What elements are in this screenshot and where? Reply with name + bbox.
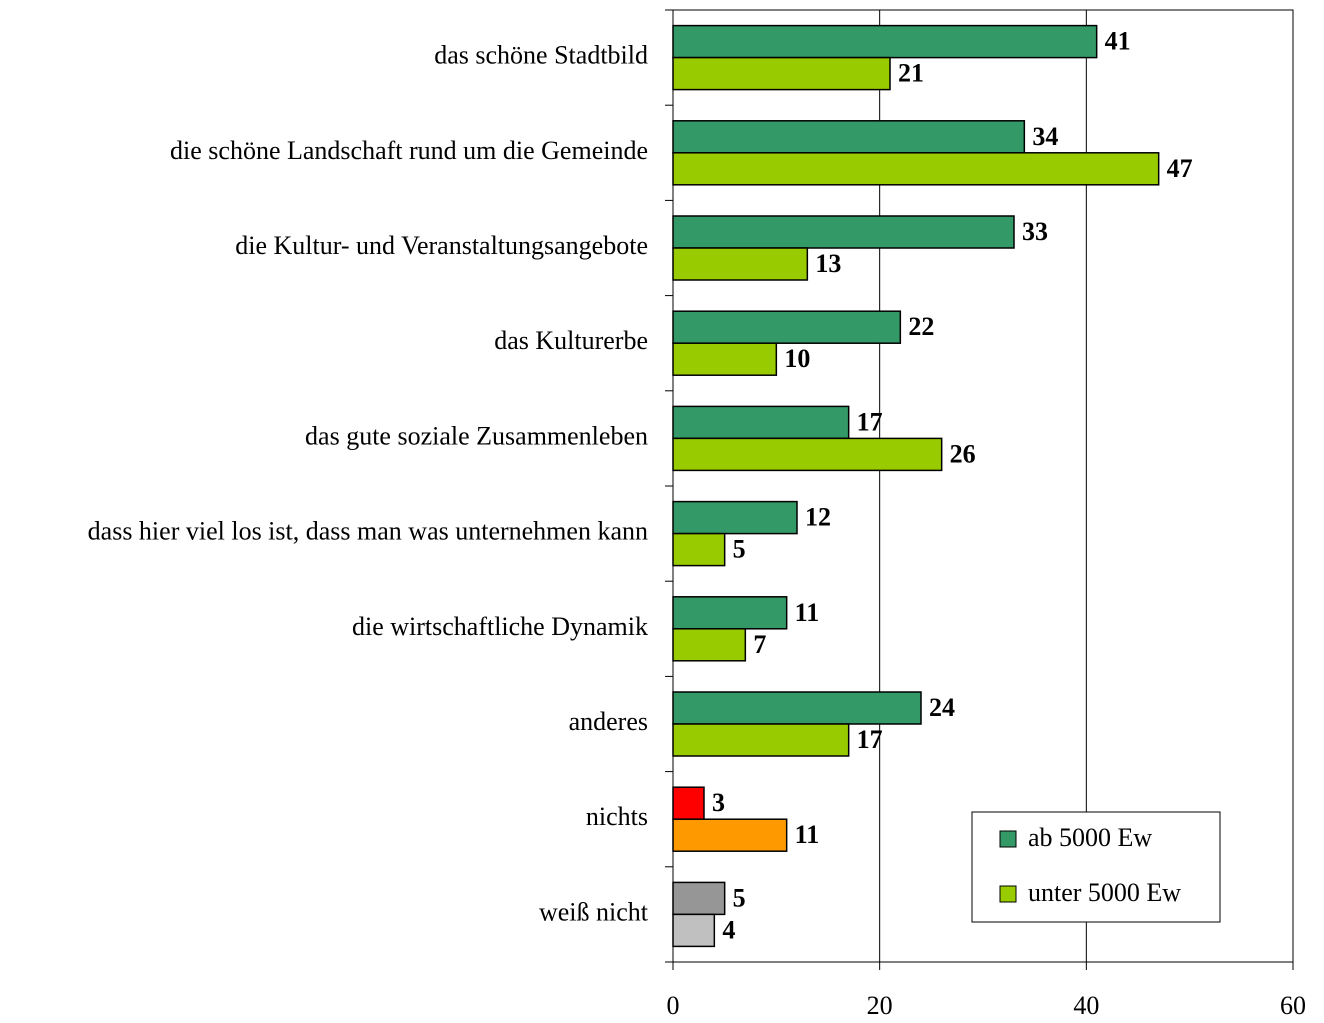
- value-label: 11: [795, 820, 820, 849]
- category-label: das gute soziale Zusammenleben: [305, 421, 648, 450]
- category-label: anderes: [569, 707, 648, 736]
- value-label: 47: [1167, 154, 1193, 183]
- value-label: 11: [795, 598, 820, 627]
- legend-swatch: [999, 830, 1017, 848]
- value-label: 34: [1032, 122, 1058, 151]
- category-label: die wirtschaftliche Dynamik: [352, 612, 648, 641]
- bar: [672, 913, 716, 948]
- bar: [672, 405, 850, 440]
- legend-label: unter 5000 Ew: [1028, 878, 1181, 907]
- value-label: 13: [815, 249, 841, 278]
- bar: [672, 818, 788, 852]
- value-label: 5: [733, 883, 746, 912]
- value-label: 12: [805, 503, 831, 532]
- bar: [672, 24, 1098, 59]
- value-label: 33: [1022, 217, 1048, 246]
- bar: [672, 786, 705, 820]
- category-label: weiß nicht: [539, 897, 649, 926]
- bar: [672, 628, 747, 662]
- value-label: 3: [712, 788, 725, 817]
- category-label: nichts: [586, 802, 648, 831]
- category-label: die Kultur- und Veranstaltungsangebote: [235, 231, 648, 260]
- bar: [672, 596, 788, 630]
- bar: [672, 723, 850, 757]
- bar: [672, 215, 1015, 249]
- value-label: 21: [898, 59, 924, 88]
- bar: [672, 691, 922, 725]
- value-label: 10: [784, 344, 810, 373]
- bar: [672, 152, 1160, 186]
- legend-swatch: [999, 885, 1017, 903]
- value-label: 7: [753, 630, 766, 659]
- value-label: 4: [722, 915, 735, 944]
- bar: [672, 310, 902, 344]
- bar: [672, 247, 809, 281]
- value-label: 24: [929, 693, 955, 722]
- category-label: die schöne Landschaft rund um die Gemein…: [170, 136, 648, 165]
- x-tick-label: 0: [667, 991, 680, 1020]
- bar: [672, 532, 726, 567]
- bar: [672, 881, 726, 916]
- x-tick-label: 20: [867, 991, 893, 1020]
- category-label: das schöne Stadtbild: [434, 41, 648, 70]
- value-label: 41: [1105, 27, 1131, 56]
- bar: [672, 342, 778, 376]
- x-tick-label: 40: [1073, 991, 1099, 1020]
- bar: [672, 437, 943, 472]
- value-label: 26: [950, 439, 976, 468]
- x-tick-label: 60: [1280, 991, 1306, 1020]
- bar: [672, 56, 891, 91]
- value-label: 17: [857, 407, 883, 436]
- legend-box: [971, 811, 1221, 923]
- value-label: 17: [857, 725, 883, 754]
- value-label: 5: [733, 535, 746, 564]
- category-label: dass hier viel los ist, dass man was unt…: [88, 517, 648, 546]
- bar: [672, 500, 798, 535]
- legend-label: ab 5000 Ew: [1028, 823, 1152, 852]
- category-label: das Kulturerbe: [494, 326, 648, 355]
- value-label: 22: [908, 312, 934, 341]
- bar: [672, 120, 1026, 154]
